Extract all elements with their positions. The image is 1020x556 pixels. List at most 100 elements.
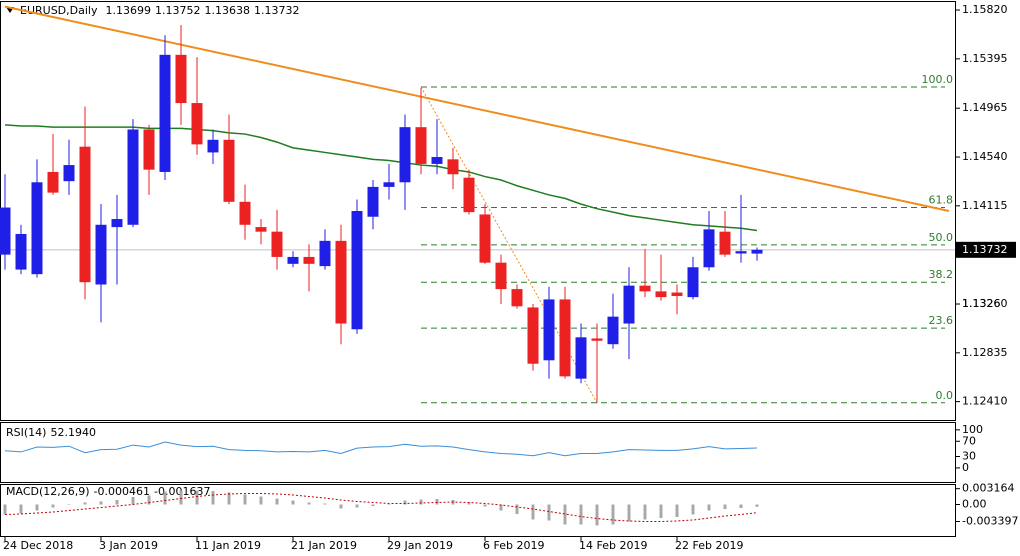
- macd-bar: [163, 491, 167, 505]
- y-tick-label: 0: [962, 461, 969, 474]
- candle-body: [575, 337, 587, 379]
- macd-bar: [99, 501, 103, 505]
- open: 1.13699: [105, 4, 151, 17]
- rsi-line: [4, 441, 758, 457]
- candle-body: [559, 299, 571, 377]
- macd-bar: [67, 504, 71, 505]
- y-tick-label: 1.14965: [962, 101, 1008, 114]
- close: 1.13732: [254, 4, 300, 17]
- candle-body: [671, 292, 683, 296]
- x-tick-label: 6 Feb 2019: [483, 539, 544, 552]
- macd-bar: [707, 504, 711, 511]
- fib-label: 38.2: [929, 268, 954, 281]
- moving-average: [4, 124, 758, 232]
- macd-bar: [243, 494, 247, 505]
- macd-bar: [3, 504, 7, 515]
- candle-body: [271, 231, 283, 257]
- macd-bar: [227, 492, 231, 505]
- candle-body: [655, 291, 667, 298]
- y-tick-label: 1.13260: [962, 297, 1008, 310]
- macd-bar: [515, 504, 519, 514]
- x-tick-label: 11 Jan 2019: [195, 539, 261, 552]
- candle-body: [607, 316, 619, 345]
- macd-bar: [83, 502, 87, 505]
- macd-bar: [675, 504, 679, 517]
- x-tick-label: 24 Dec 2018: [3, 539, 73, 552]
- macd-bar: [371, 504, 375, 506]
- candle-body: [543, 299, 555, 361]
- macd-bar: [403, 500, 407, 505]
- y-tick-label: 1.12835: [962, 346, 1008, 359]
- macd-bar: [275, 498, 279, 505]
- candle-body: [703, 229, 715, 268]
- candle-body: [351, 211, 363, 330]
- macd-bar: [659, 504, 663, 518]
- trendline: [4, 5, 950, 212]
- macd-bar: [435, 499, 439, 505]
- candle-body: [79, 146, 91, 283]
- macd-bar: [499, 504, 503, 511]
- macd-bar: [563, 504, 567, 525]
- candle-body: [0, 207, 11, 255]
- signal-line: [4, 493, 758, 522]
- macd-bar: [35, 504, 39, 511]
- header: EURUSD,Daily 1.13699 1.13752 1.13638 1.13732: [20, 4, 299, 17]
- candle-body: [95, 224, 107, 285]
- y-tick-label: 1.12410: [962, 395, 1008, 408]
- macd-bar: [419, 499, 423, 505]
- rsi-name: RSI(14): [6, 426, 46, 439]
- macd-bar: [195, 490, 199, 505]
- candle-body: [111, 219, 123, 228]
- y-tick-label: 0.00: [962, 498, 987, 511]
- macd-bar: [131, 497, 135, 505]
- candle-body: [191, 103, 203, 145]
- macd-bar: [339, 504, 343, 509]
- candle-body: [255, 227, 267, 232]
- macd-bar: [147, 495, 151, 505]
- candle-body: [367, 186, 379, 217]
- macd-bar: [51, 504, 55, 508]
- rsi-panel: [0, 422, 956, 483]
- y-tick-label: 70: [962, 434, 976, 447]
- macd-bar: [547, 504, 551, 521]
- candle-body: [479, 214, 491, 263]
- candle-body: [335, 240, 347, 324]
- fib-label: 61.8: [929, 194, 954, 207]
- candle-body: [31, 182, 43, 275]
- fib-label: 0.0: [936, 389, 954, 402]
- candle-body: [47, 171, 59, 193]
- last-price-label: 1.13732: [962, 243, 1008, 256]
- candle-body: [239, 201, 251, 225]
- candle-body: [127, 129, 139, 225]
- candle-body: [687, 267, 699, 298]
- high: 1.13752: [155, 4, 201, 17]
- candle-body: [751, 249, 763, 254]
- y-tick-label: -0.003397: [962, 514, 1018, 527]
- y-tick-label: 1.14115: [962, 199, 1008, 212]
- macd-bar: [355, 504, 359, 508]
- candle-body: [287, 256, 299, 264]
- candle-body: [399, 127, 411, 183]
- candle-body: [319, 240, 331, 267]
- macd-bar: [755, 504, 759, 507]
- candle-body: [527, 307, 539, 364]
- macd-bar: [627, 504, 631, 522]
- macd-bar: [643, 504, 647, 520]
- y-tick-label: 1.15820: [962, 3, 1008, 16]
- macd-bar: [291, 500, 295, 505]
- candle-body: [495, 262, 507, 290]
- candle-body: [639, 285, 651, 292]
- candle-body: [63, 165, 75, 182]
- candle-body: [447, 159, 459, 175]
- candle-body: [175, 54, 187, 104]
- x-tick-label: 14 Feb 2019: [579, 539, 647, 552]
- macd-bar: [739, 504, 743, 508]
- candle-body: [223, 139, 235, 202]
- low: 1.13638: [204, 4, 250, 17]
- candle-body: [415, 127, 427, 164]
- candle-body: [303, 256, 315, 264]
- candle-body: [719, 231, 731, 255]
- candle-body: [383, 182, 395, 187]
